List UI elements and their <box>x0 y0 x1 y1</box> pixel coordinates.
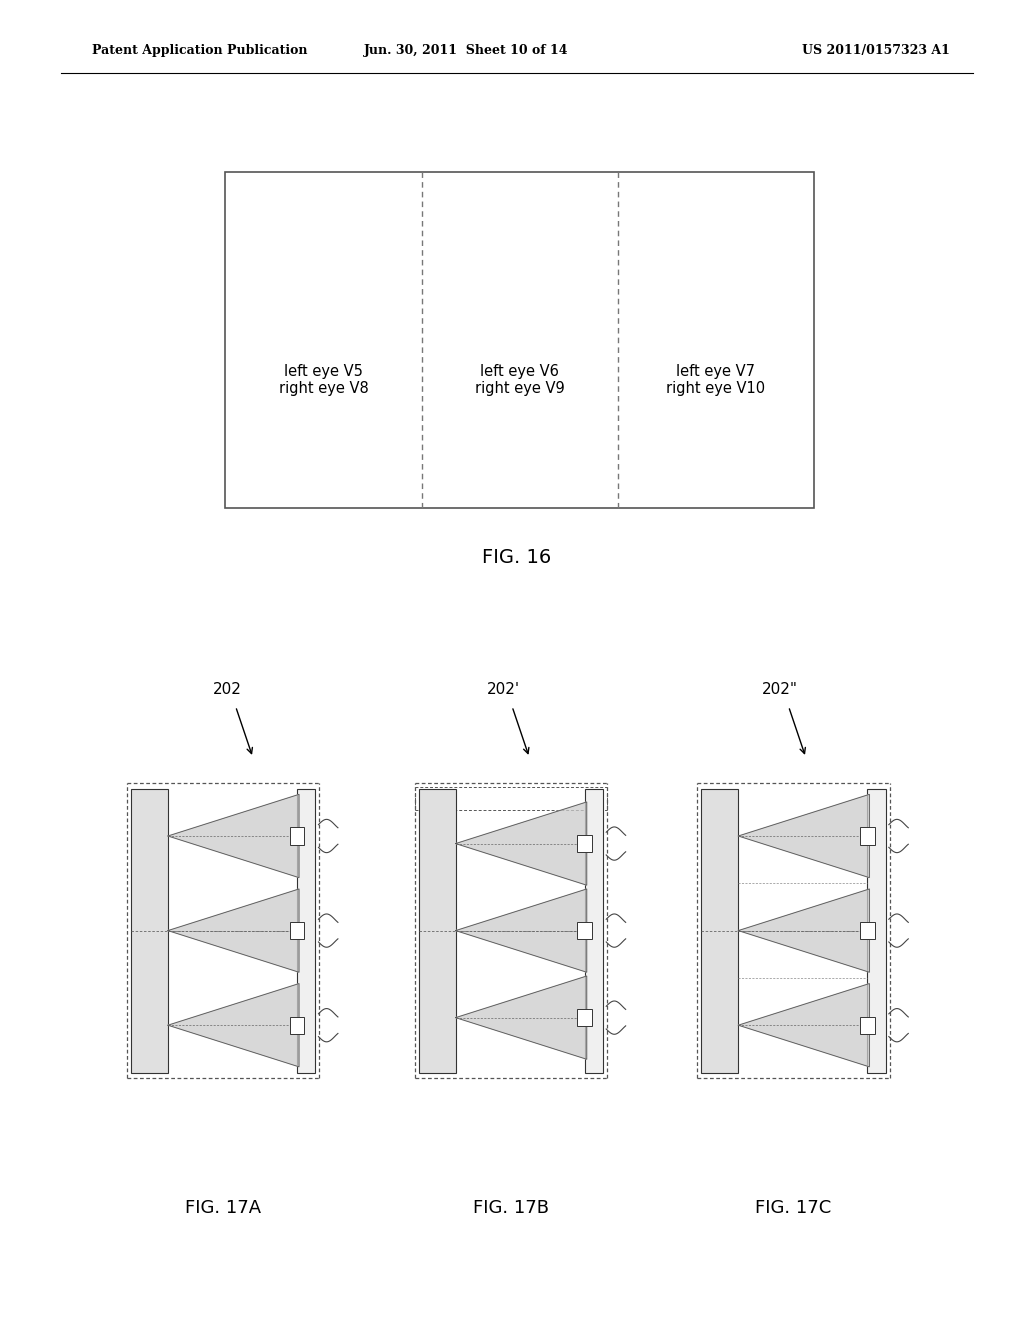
Polygon shape <box>456 803 587 886</box>
Bar <box>225 172 814 508</box>
Text: left eye V5
right eye V8: left eye V5 right eye V8 <box>279 364 369 396</box>
Text: FIG. 17B: FIG. 17B <box>473 1199 549 1217</box>
Text: US 2011/0157323 A1: US 2011/0157323 A1 <box>802 44 949 57</box>
Polygon shape <box>738 795 869 878</box>
Text: 202: 202 <box>213 681 242 697</box>
Bar <box>860 1016 874 1034</box>
Polygon shape <box>168 983 299 1067</box>
Text: 202': 202' <box>487 681 520 697</box>
Polygon shape <box>168 888 299 973</box>
Polygon shape <box>456 975 587 1059</box>
Polygon shape <box>738 983 869 1067</box>
Bar <box>585 789 603 1072</box>
Text: Jun. 30, 2011  Sheet 10 of 14: Jun. 30, 2011 Sheet 10 of 14 <box>364 44 568 57</box>
Bar <box>290 1016 304 1034</box>
Text: FIG. 17C: FIG. 17C <box>756 1199 831 1217</box>
Bar <box>578 1008 592 1026</box>
Bar <box>860 828 874 845</box>
Bar <box>867 789 886 1072</box>
Polygon shape <box>168 795 299 878</box>
Bar <box>419 789 456 1072</box>
Bar <box>578 836 592 853</box>
Text: FIG. 16: FIG. 16 <box>482 548 552 566</box>
Text: FIG. 17A: FIG. 17A <box>185 1199 261 1217</box>
Text: 202": 202" <box>762 681 799 697</box>
Bar <box>290 923 304 939</box>
Bar <box>860 923 874 939</box>
Text: left eye V6
right eye V9: left eye V6 right eye V9 <box>475 364 564 396</box>
Polygon shape <box>738 888 869 973</box>
Bar <box>290 828 304 845</box>
Polygon shape <box>456 888 587 973</box>
Bar <box>131 789 168 1072</box>
Bar <box>297 789 315 1072</box>
Text: left eye V7
right eye V10: left eye V7 right eye V10 <box>667 364 766 396</box>
Bar <box>701 789 738 1072</box>
Bar <box>578 923 592 939</box>
Text: Patent Application Publication: Patent Application Publication <box>92 44 307 57</box>
